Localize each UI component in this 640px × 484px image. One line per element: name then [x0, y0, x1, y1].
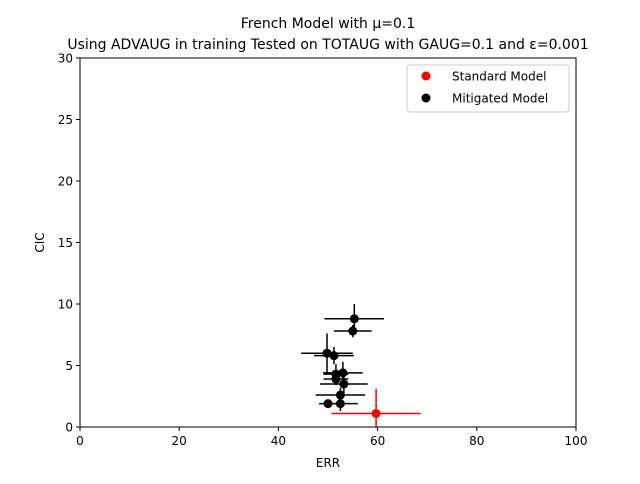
y-tick-label: 5 — [65, 359, 73, 373]
series-mitigated-model — [301, 304, 385, 412]
chart-subtitle: Using ADVAUG in training Tested on TOTAU… — [67, 37, 588, 53]
y-tick-label: 25 — [58, 113, 73, 127]
legend-marker-mitigated-model — [421, 93, 431, 103]
y-tick-label: 15 — [58, 236, 73, 250]
data-point — [338, 368, 348, 378]
x-tick-label: 0 — [76, 434, 84, 448]
x-axis: 0 20 40 60 80 100 — [76, 427, 587, 448]
legend-label-standard-model: Standard Model — [452, 70, 546, 84]
legend: Standard Model Mitigated Model — [406, 64, 570, 113]
y-tick-label: 0 — [65, 421, 73, 435]
legend-box — [406, 64, 570, 113]
y-axis-label: CIC — [33, 232, 47, 252]
data-point — [339, 379, 349, 389]
data-point — [335, 390, 345, 400]
y-tick-label: 30 — [58, 52, 73, 66]
x-tick-label: 100 — [565, 434, 588, 448]
y-tick-label: 10 — [58, 298, 73, 312]
data-point — [335, 399, 345, 409]
y-tick-label: 20 — [58, 175, 73, 189]
x-axis-label: ERR — [316, 456, 340, 470]
data-point — [331, 374, 341, 384]
data-point — [329, 351, 339, 361]
legend-marker-standard-model — [421, 71, 431, 81]
axes-frame — [79, 57, 577, 428]
data-point — [348, 326, 358, 336]
x-tick-label: 20 — [172, 434, 187, 448]
x-tick-label: 80 — [469, 434, 484, 448]
data-point — [371, 408, 381, 418]
x-tick-label: 40 — [271, 434, 286, 448]
legend-label-mitigated-model: Mitigated Model — [452, 92, 548, 106]
x-tick-label: 60 — [370, 434, 385, 448]
chart-title: French Model with μ=0.1 — [241, 16, 416, 32]
plot-area — [301, 304, 421, 427]
data-point — [349, 314, 359, 324]
series-standard-model — [331, 388, 421, 427]
y-axis: 0 5 10 15 20 25 30 — [58, 52, 80, 435]
